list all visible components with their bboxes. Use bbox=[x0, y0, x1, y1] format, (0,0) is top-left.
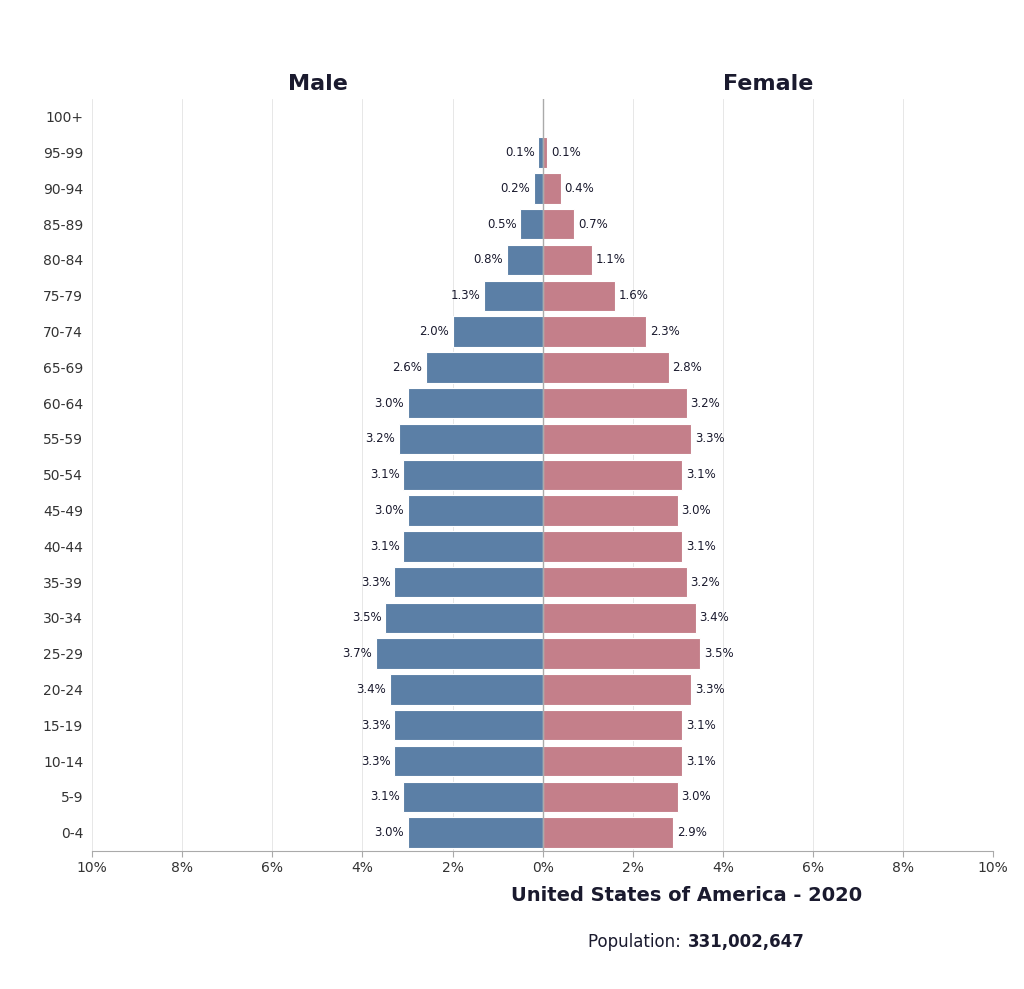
Bar bbox=[453, 316, 543, 347]
Bar bbox=[543, 388, 687, 418]
Text: 3.2%: 3.2% bbox=[366, 432, 395, 445]
Text: PopulationPyramid.net: PopulationPyramid.net bbox=[70, 928, 299, 946]
Bar bbox=[398, 423, 543, 454]
Text: 1.1%: 1.1% bbox=[596, 253, 626, 266]
Text: Female: Female bbox=[723, 73, 813, 94]
Bar bbox=[403, 531, 543, 562]
Text: 3.1%: 3.1% bbox=[686, 719, 716, 732]
Text: 3.1%: 3.1% bbox=[686, 755, 716, 767]
Bar bbox=[543, 818, 674, 848]
Text: 0.8%: 0.8% bbox=[473, 253, 503, 266]
Text: 2.6%: 2.6% bbox=[392, 361, 422, 374]
Bar bbox=[408, 388, 543, 418]
Text: 3.0%: 3.0% bbox=[682, 790, 711, 803]
Bar bbox=[507, 244, 543, 275]
Text: 3.1%: 3.1% bbox=[370, 790, 399, 803]
Bar bbox=[543, 602, 696, 633]
Text: 0.2%: 0.2% bbox=[501, 182, 530, 195]
Bar bbox=[385, 602, 543, 633]
Bar bbox=[376, 639, 543, 669]
Bar bbox=[520, 209, 543, 239]
Text: 3.3%: 3.3% bbox=[360, 755, 390, 767]
Bar bbox=[543, 244, 592, 275]
Bar bbox=[403, 460, 543, 490]
Text: 2.8%: 2.8% bbox=[673, 361, 702, 374]
Text: 0.1%: 0.1% bbox=[505, 146, 535, 159]
Text: 3.2%: 3.2% bbox=[690, 576, 720, 588]
Text: 0.4%: 0.4% bbox=[564, 182, 594, 195]
Text: 3.3%: 3.3% bbox=[695, 432, 725, 445]
Bar bbox=[408, 818, 543, 848]
Text: 3.0%: 3.0% bbox=[682, 504, 711, 517]
Text: United States of America - 2020: United States of America - 2020 bbox=[511, 885, 861, 905]
Text: 3.5%: 3.5% bbox=[352, 611, 381, 624]
Bar bbox=[543, 316, 646, 347]
Bar bbox=[543, 460, 682, 490]
Text: Population:: Population: bbox=[588, 933, 686, 950]
Text: 3.7%: 3.7% bbox=[343, 647, 373, 661]
Bar bbox=[543, 137, 547, 168]
Text: 1.6%: 1.6% bbox=[618, 289, 648, 303]
Text: 3.4%: 3.4% bbox=[699, 611, 729, 624]
Text: 3.1%: 3.1% bbox=[370, 540, 399, 553]
Text: 3.2%: 3.2% bbox=[690, 397, 720, 409]
Text: 331,002,647: 331,002,647 bbox=[688, 933, 805, 950]
Bar bbox=[543, 209, 574, 239]
Text: 3.0%: 3.0% bbox=[375, 504, 403, 517]
Bar bbox=[543, 531, 682, 562]
Bar bbox=[389, 674, 543, 705]
Bar bbox=[543, 781, 678, 812]
Text: 3.1%: 3.1% bbox=[370, 468, 399, 482]
Text: 2.9%: 2.9% bbox=[677, 826, 707, 839]
Bar bbox=[484, 281, 543, 311]
Bar bbox=[394, 746, 543, 776]
Text: 3.5%: 3.5% bbox=[705, 647, 733, 661]
Bar bbox=[543, 710, 682, 741]
Bar bbox=[426, 352, 543, 383]
Text: 3.4%: 3.4% bbox=[356, 683, 386, 696]
Bar bbox=[543, 567, 687, 597]
Text: 3.1%: 3.1% bbox=[686, 468, 716, 482]
Bar bbox=[543, 495, 678, 526]
Bar bbox=[394, 710, 543, 741]
Bar bbox=[539, 137, 543, 168]
Text: 3.0%: 3.0% bbox=[375, 826, 403, 839]
Bar bbox=[394, 567, 543, 597]
Text: Male: Male bbox=[288, 73, 347, 94]
Bar bbox=[543, 173, 561, 204]
Text: 2.0%: 2.0% bbox=[419, 325, 449, 338]
Text: 2.3%: 2.3% bbox=[650, 325, 680, 338]
Text: 3.1%: 3.1% bbox=[686, 540, 716, 553]
Bar bbox=[403, 781, 543, 812]
Text: 3.3%: 3.3% bbox=[360, 719, 390, 732]
Bar bbox=[408, 495, 543, 526]
Text: 3.0%: 3.0% bbox=[375, 397, 403, 409]
Bar bbox=[543, 746, 682, 776]
Bar bbox=[543, 423, 691, 454]
Bar bbox=[543, 674, 691, 705]
Bar bbox=[543, 639, 700, 669]
Text: 0.5%: 0.5% bbox=[487, 218, 516, 230]
Bar bbox=[534, 173, 543, 204]
Text: 3.3%: 3.3% bbox=[695, 683, 725, 696]
Bar bbox=[543, 281, 614, 311]
Text: 1.3%: 1.3% bbox=[451, 289, 480, 303]
Text: 3.3%: 3.3% bbox=[360, 576, 390, 588]
Text: 0.7%: 0.7% bbox=[578, 218, 607, 230]
Text: 0.1%: 0.1% bbox=[551, 146, 581, 159]
Bar bbox=[543, 352, 669, 383]
